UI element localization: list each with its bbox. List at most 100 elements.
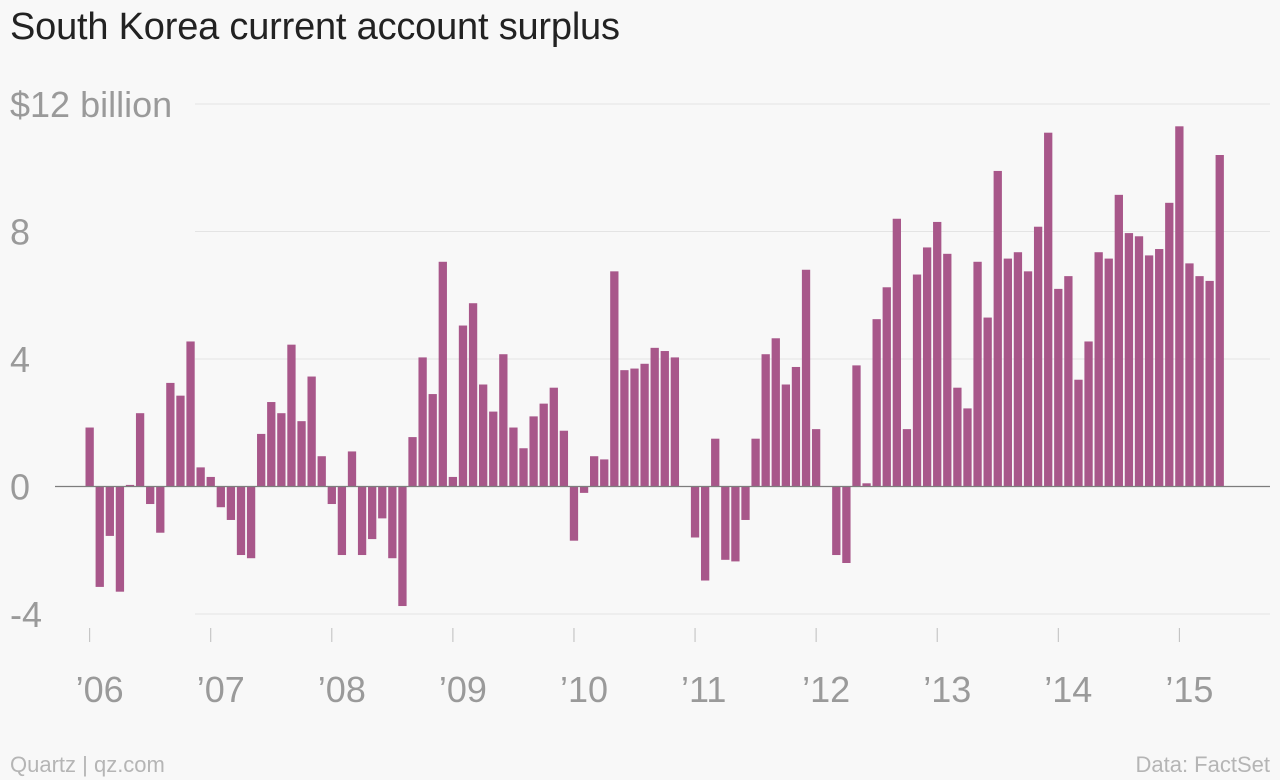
bar [1185,263,1194,487]
x-tick-label: ’10 [560,669,608,710]
bar [751,438,760,487]
bar [176,395,185,487]
bar [1104,258,1113,487]
bar [135,413,145,487]
bar [1134,236,1144,487]
bar [1054,288,1063,487]
bar [489,411,498,487]
source-credit: Quartz | qz.com [10,752,165,777]
x-tick-label: ’09 [439,669,487,710]
bar [418,357,427,487]
bar [156,486,165,533]
bar [368,486,377,540]
bar [468,303,478,487]
bar [307,376,316,487]
bar [610,271,619,487]
bar [741,486,750,520]
bar [479,384,488,487]
bar [559,430,569,487]
bar [166,382,175,487]
bar [388,486,397,559]
data-credit: Data: FactSet [1135,752,1270,777]
x-tick-label: ’11 [681,669,726,710]
bar [902,429,912,487]
bar [186,341,195,487]
bar [347,451,357,487]
bar [852,365,861,487]
bar [690,486,700,538]
bar [539,403,548,487]
bar [499,354,508,487]
bar [983,317,992,487]
bar [600,459,609,487]
bar [872,319,881,487]
bar [226,486,236,520]
bar [1124,233,1134,487]
bar [579,486,589,493]
axes [55,485,1270,642]
bar [650,347,659,487]
bar [731,486,740,562]
y-tick-label: 4 [10,339,30,380]
bar [832,486,841,556]
bar [519,448,528,487]
bar [1064,276,1073,487]
bar [196,467,205,487]
bar [428,394,437,487]
chart-title: South Korea current account surplus [10,6,620,48]
bar [882,287,891,487]
bar [1094,252,1103,487]
bar [912,274,922,487]
bar [1215,155,1224,487]
bar [700,486,710,581]
x-tick-label: ’07 [197,669,245,710]
x-tick-label: ’08 [318,669,366,710]
bar [1044,132,1053,487]
bar [771,338,780,487]
bar [246,486,256,559]
x-tick-label: ’15 [1165,669,1213,710]
bar [1175,126,1184,487]
bar [287,344,296,487]
axis-labels: $12 billion 8 4 0 -4 ’06 ’07 ’08 ’09 ’10 ’11 ’12 ’13… [10,84,1213,710]
bar [862,483,871,487]
bar [1003,258,1012,487]
bar [1165,202,1174,487]
bar [327,486,336,505]
bar [973,261,982,487]
bar [438,261,447,487]
bar [398,486,407,607]
bar [842,486,851,563]
bar [1033,226,1043,487]
y-tick-label: $12 billion [10,84,172,125]
bar [105,486,114,536]
bar [529,416,538,487]
bar [297,421,306,487]
bar [620,370,629,487]
bar [1074,379,1083,487]
bar [660,351,669,487]
bar [670,357,680,487]
y-tick-label: 0 [10,467,30,508]
bar [922,247,932,487]
bar [1155,249,1164,487]
bar [337,486,347,556]
x-tick-label: ’14 [1044,669,1092,710]
bar [317,456,326,487]
bar [85,427,94,487]
y-tick-label: -4 [10,594,42,635]
bar [115,486,125,592]
bar [781,384,791,487]
bar [1144,255,1154,487]
bar [801,269,811,487]
bar [267,402,276,487]
bar [458,325,468,487]
bar [95,486,104,587]
bar [721,486,730,560]
bar [408,437,417,487]
bar [933,221,942,487]
bar [236,486,246,556]
bar [125,484,135,487]
x-tick-label: ’12 [802,669,850,710]
